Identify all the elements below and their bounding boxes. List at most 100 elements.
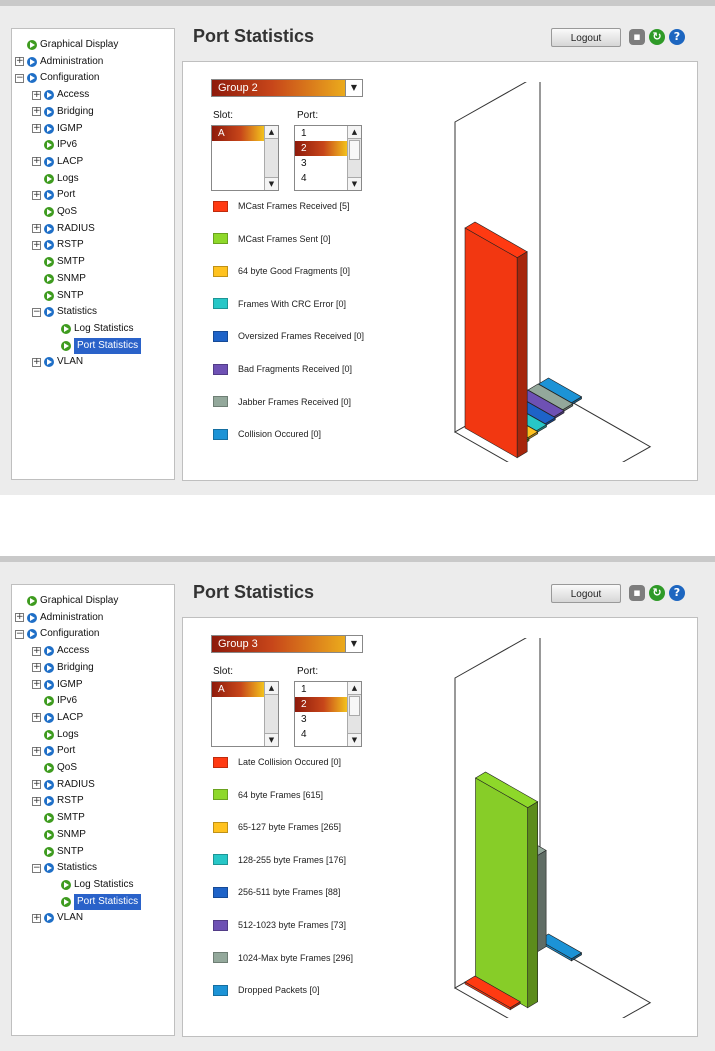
nav-item-configuration[interactable]: − Configuration [15,626,99,642]
port-listbox[interactable]: ▲ ▼ 1 2 3 4 [294,125,362,191]
scroll-up-icon[interactable]: ▲ [265,126,278,139]
logout-button[interactable]: Logout [551,28,621,47]
expand-icon[interactable]: + [32,645,41,656]
save-icon[interactable]: ▪ [629,29,645,45]
refresh-icon[interactable]: ↻ [649,585,665,601]
expand-icon[interactable]: + [32,712,41,723]
expand-icon[interactable]: + [32,912,41,923]
expand-icon[interactable]: + [32,156,41,167]
nav-item-statistics[interactable]: − Statistics [32,304,97,320]
scroll-down-icon[interactable]: ▼ [348,733,361,746]
nav-item-administration[interactable]: + Administration [15,610,103,626]
nav-item-port[interactable]: + Port [32,187,75,203]
nav-item-smtp[interactable]: SMTP [44,810,85,826]
nav-item-igmp[interactable]: + IGMP [32,121,83,137]
scroll-up-icon[interactable]: ▲ [348,682,361,695]
nav-item-port-statistics[interactable]: Port Statistics [61,893,142,910]
collapse-icon[interactable]: − [15,628,24,639]
nav-item-smtp[interactable]: SMTP [44,254,85,270]
nav-item-qos[interactable]: QoS [44,760,77,776]
expand-icon[interactable]: + [32,189,41,200]
collapse-icon[interactable]: − [32,306,41,317]
nav-item-graphical-display[interactable]: Graphical Display [27,593,118,609]
nav-item-log-statistics[interactable]: Log Statistics [61,321,133,337]
expand-icon[interactable]: + [32,223,41,234]
help-icon[interactable]: ? [669,29,685,45]
collapse-icon[interactable]: − [15,72,24,83]
expand-icon[interactable]: + [32,123,41,133]
nav-item-rstp[interactable]: + RSTP [32,793,84,809]
nav-item-vlan[interactable]: + VLAN [32,910,83,926]
group-select[interactable]: Group 3 ▼ [211,635,363,653]
group-select[interactable]: Group 2 ▼ [211,79,363,97]
port-option[interactable]: 3 [301,714,307,725]
nav-item-igmp[interactable]: + IGMP [32,677,83,693]
nav-item-qos[interactable]: QoS [44,204,77,220]
save-icon[interactable]: ▪ [629,585,645,601]
nav-item-lacp[interactable]: + LACP [32,154,83,170]
nav-item-access[interactable]: + Access [32,643,89,659]
nav-item-statistics[interactable]: − Statistics [32,860,97,876]
chevron-down-icon[interactable]: ▼ [345,80,362,96]
scroll-up-icon[interactable]: ▲ [265,682,278,695]
nav-item-log-statistics[interactable]: Log Statistics [61,877,133,893]
nav-item-bridging[interactable]: + Bridging [32,104,94,120]
scroll-up-icon[interactable]: ▲ [348,126,361,139]
nav-item-sntp[interactable]: SNTP [44,844,84,860]
port-listbox[interactable]: ▲ ▼ 1 2 3 4 [294,681,362,747]
scroll-down-icon[interactable]: ▼ [265,733,278,746]
expand-icon[interactable]: + [32,662,41,673]
port-option[interactable]: 1 [301,128,307,139]
refresh-icon[interactable]: ↻ [649,29,665,45]
port-option[interactable]: 3 [301,158,307,169]
slot-option[interactable]: A [212,682,264,697]
help-icon[interactable]: ? [669,585,685,601]
nav-item-snmp[interactable]: SNMP [44,827,86,843]
expand-icon[interactable]: + [15,612,24,623]
collapse-icon[interactable]: − [32,862,41,873]
expand-icon[interactable]: + [15,56,24,67]
port-option[interactable]: 4 [301,729,307,740]
port-option[interactable]: 2 [295,697,347,712]
logout-button[interactable]: Logout [551,584,621,603]
slot-listbox[interactable]: ▲ ▼ A [211,125,279,191]
port-option[interactable]: 1 [301,684,307,695]
scroll-thumb[interactable] [349,696,360,716]
scroll-thumb[interactable] [349,140,360,160]
nav-item-logs[interactable]: Logs [44,727,79,743]
port-option[interactable]: 2 [295,141,347,156]
nav-item-ipv6[interactable]: IPv6 [44,693,77,709]
nav-item-vlan[interactable]: + VLAN [32,354,83,370]
nav-item-radius[interactable]: + RADIUS [32,221,95,237]
expand-icon[interactable]: + [32,89,41,100]
nav-item-rstp[interactable]: + RSTP [32,237,84,253]
nav-item-logs[interactable]: Logs [44,171,79,187]
scroll-down-icon[interactable]: ▼ [265,177,278,190]
nav-item-access[interactable]: + Access [32,87,89,103]
chevron-down-icon[interactable]: ▼ [345,636,362,652]
expand-icon[interactable]: + [32,795,41,806]
nav-item-radius[interactable]: + RADIUS [32,777,95,793]
nav-item-configuration[interactable]: − Configuration [15,70,99,86]
nav-item-graphical-display[interactable]: Graphical Display [27,37,118,53]
nav-item-port[interactable]: + Port [32,743,75,759]
port-scrollbar[interactable]: ▲ ▼ [347,126,361,190]
scroll-down-icon[interactable]: ▼ [348,177,361,190]
nav-item-ipv6[interactable]: IPv6 [44,137,77,153]
nav-item-lacp[interactable]: + LACP [32,710,83,726]
expand-icon[interactable]: + [32,356,41,367]
expand-icon[interactable]: + [32,779,41,790]
slot-option[interactable]: A [212,126,264,141]
nav-item-snmp[interactable]: SNMP [44,271,86,287]
nav-item-sntp[interactable]: SNTP [44,288,84,304]
expand-icon[interactable]: + [32,679,41,689]
slot-scrollbar[interactable]: ▲ ▼ [264,682,278,746]
expand-icon[interactable]: + [32,106,41,117]
port-scrollbar[interactable]: ▲ ▼ [347,682,361,746]
expand-icon[interactable]: + [32,239,41,250]
slot-scrollbar[interactable]: ▲ ▼ [264,126,278,190]
port-option[interactable]: 4 [301,173,307,184]
nav-item-port-statistics[interactable]: Port Statistics [61,337,142,354]
expand-icon[interactable]: + [32,745,41,756]
slot-listbox[interactable]: ▲ ▼ A [211,681,279,747]
